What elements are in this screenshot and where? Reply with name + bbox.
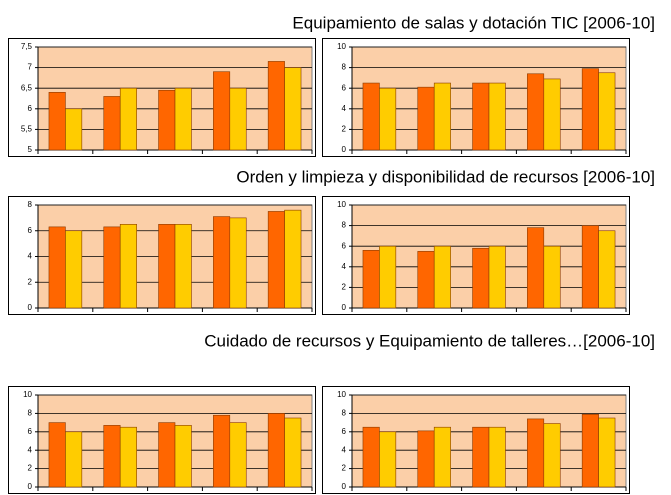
bar <box>433 426 451 488</box>
bar <box>581 225 599 309</box>
bar <box>284 67 302 151</box>
bar <box>417 86 435 151</box>
bar <box>213 71 231 151</box>
bar <box>284 417 302 488</box>
y-tick-label: 8 <box>28 200 33 209</box>
bar <box>267 61 285 151</box>
bar <box>488 82 506 151</box>
y-tick-label: 10 <box>23 390 32 399</box>
bar <box>174 87 192 151</box>
y-tick-label: 8 <box>342 409 347 418</box>
bar <box>598 230 616 309</box>
bar <box>158 89 176 151</box>
y-tick-label: 7 <box>28 63 33 72</box>
section-heading: Cuidado de recursos y Equipamiento de ta… <box>204 331 655 350</box>
bar <box>103 96 121 151</box>
y-tick-label: 6 <box>28 427 33 436</box>
y-tick-label: 6,5 <box>21 83 33 92</box>
y-tick-label: 0 <box>342 303 347 312</box>
y-tick-label: 8 <box>342 63 347 72</box>
bar <box>267 211 285 309</box>
bar <box>433 245 451 309</box>
y-tick-label: 6 <box>342 83 347 92</box>
bar <box>472 82 490 151</box>
bar <box>103 226 121 309</box>
y-tick-label: 6 <box>342 241 347 250</box>
y-tick-label: 0 <box>342 145 347 154</box>
bar <box>284 209 302 309</box>
bar <box>472 426 490 488</box>
y-tick-label: 6 <box>28 104 33 113</box>
y-tick-label: 10 <box>337 42 346 51</box>
bar <box>527 73 545 151</box>
bar <box>48 226 66 309</box>
bar <box>119 426 137 488</box>
bar <box>433 82 451 151</box>
bar <box>213 216 231 309</box>
y-tick-label: 0 <box>28 303 33 312</box>
bar <box>379 87 397 151</box>
bar <box>379 245 397 309</box>
y-tick-label: 0 <box>28 482 33 491</box>
bar <box>48 422 66 488</box>
bar <box>362 250 380 309</box>
y-tick-label: 4 <box>342 104 347 113</box>
bar <box>119 224 137 309</box>
y-tick-label: 5 <box>28 145 33 154</box>
y-tick-label: 10 <box>337 390 346 399</box>
bar <box>488 245 506 309</box>
bar <box>488 426 506 488</box>
bar <box>158 224 176 309</box>
y-tick-label: 6 <box>28 226 33 235</box>
bar <box>174 224 192 309</box>
y-tick-label: 0 <box>342 482 347 491</box>
y-tick-label: 2 <box>342 283 347 292</box>
y-tick-label: 8 <box>28 409 33 418</box>
bar <box>48 92 66 151</box>
bar <box>581 414 599 488</box>
y-tick-label: 2 <box>342 125 347 134</box>
y-tick-label: 4 <box>342 445 347 454</box>
bar <box>65 431 83 488</box>
bar <box>598 72 616 151</box>
y-tick-label: 8 <box>342 221 347 230</box>
bar <box>229 217 247 309</box>
bar <box>103 425 121 488</box>
bar <box>527 227 545 309</box>
bar <box>229 87 247 151</box>
bar <box>174 425 192 488</box>
y-tick-label: 4 <box>28 445 33 454</box>
bar <box>65 108 83 151</box>
y-tick-label: 6 <box>342 427 347 436</box>
y-tick-label: 10 <box>337 200 346 209</box>
y-tick-label: 2 <box>28 277 33 286</box>
bar <box>598 417 616 488</box>
bar <box>472 247 490 309</box>
bar <box>543 423 561 488</box>
section-heading: Orden y limpieza y disponibilidad de rec… <box>236 167 655 186</box>
y-tick-label: 2 <box>342 464 347 473</box>
bar <box>267 413 285 488</box>
bar <box>417 430 435 488</box>
bar <box>527 418 545 488</box>
bar <box>379 431 397 488</box>
bar <box>119 87 137 151</box>
bar <box>213 414 231 488</box>
y-tick-label: 4 <box>342 262 347 271</box>
section-heading: Equipamiento de salas y dotación TIC [20… <box>292 13 655 32</box>
y-tick-label: 5,5 <box>21 125 33 134</box>
bar <box>362 82 380 151</box>
y-tick-label: 2 <box>28 464 33 473</box>
bar <box>362 426 380 488</box>
bar <box>581 68 599 151</box>
bar <box>543 245 561 309</box>
bar <box>229 422 247 488</box>
y-tick-label: 4 <box>28 252 33 261</box>
bar <box>65 230 83 309</box>
bar <box>158 422 176 488</box>
bar <box>417 251 435 309</box>
y-tick-label: 7,5 <box>21 42 33 51</box>
bar <box>543 78 561 151</box>
